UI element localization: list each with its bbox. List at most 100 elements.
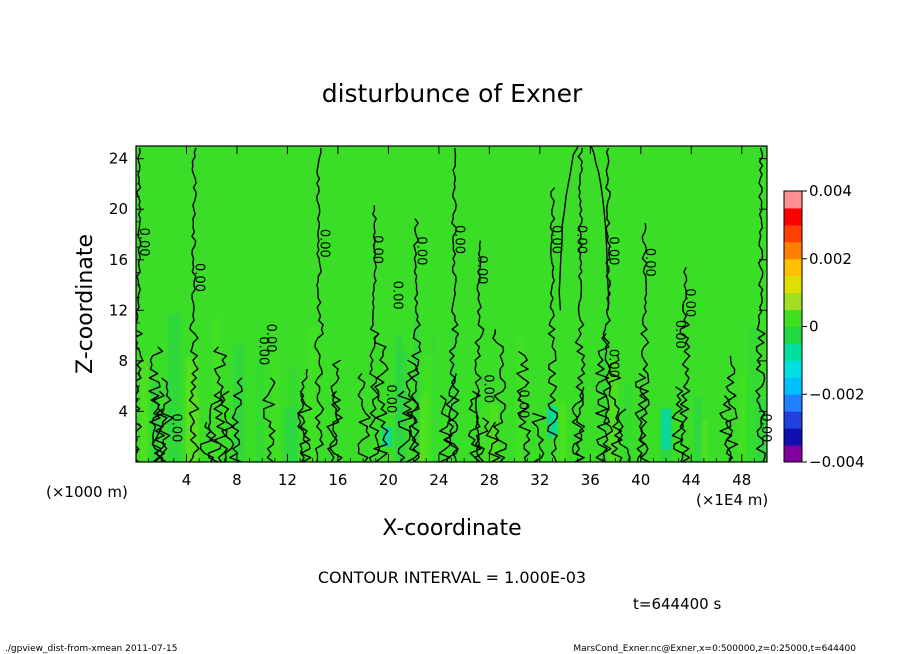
x-tick-label: 48 [732, 471, 751, 489]
contour-label: 0.00 [549, 225, 564, 254]
contour-line [639, 223, 650, 462]
field-patch [431, 333, 438, 462]
contour-label: 0.00 [480, 374, 495, 403]
contour-line [136, 147, 144, 462]
colorbar-swatch [784, 275, 802, 294]
colorbar: 0.004 0.002 0 −0.002 −0.004 [783, 182, 865, 471]
plot-area: 0.000.000.000.000.000.00 0.000.000.000.00… [135, 145, 773, 463]
colorbar-swatch [784, 343, 802, 361]
colorbar-swatch [784, 445, 802, 463]
colorbar-label: 0 [809, 318, 819, 336]
contour-label: 0.00 [605, 236, 620, 265]
contour-label: 0.00 [413, 236, 428, 265]
y-axis-label: Z-coordinate [73, 234, 98, 374]
contour-line [369, 205, 380, 462]
colorbar-swatch [784, 360, 802, 378]
contour-label: 0.00 [682, 288, 697, 317]
contour-line [405, 359, 420, 462]
contour-line [410, 218, 422, 462]
colorbar-swatch [784, 326, 802, 344]
y-tick-label: 24 [109, 150, 128, 168]
contour-line [438, 395, 453, 462]
contour-lines [136, 146, 766, 462]
field-patch-negative [382, 426, 393, 447]
contour-line [213, 346, 228, 462]
field-patch [271, 346, 280, 462]
field-patch [701, 421, 708, 462]
x-tick-label: 24 [429, 471, 448, 489]
field-patch [306, 326, 319, 462]
colorbar-swatch [784, 394, 802, 412]
field-patch [738, 374, 746, 462]
contour-label: 0.00 [136, 228, 151, 257]
contour-line [574, 147, 586, 462]
contour-label: 0.00 [474, 255, 489, 284]
footer-right: MarsCond_Exner.nc@Exner,x=0:500000,z=0:2… [573, 644, 856, 654]
colorbar-label: 0.002 [809, 250, 852, 268]
contour-line [679, 266, 691, 462]
time-text: t=644400 s [633, 595, 721, 613]
field-patch [623, 384, 631, 462]
x-tick-label: 44 [682, 471, 701, 489]
contour-label: 0.00 [256, 336, 271, 365]
x-tick-label: 28 [480, 471, 499, 489]
field-patch [285, 409, 297, 462]
field-patch [396, 350, 407, 462]
contour-label: 0.00 [263, 324, 278, 353]
y-axis-ticks: 4 8 12 16 20 24 [109, 150, 767, 450]
contour-line [329, 359, 343, 462]
contour-line [485, 421, 501, 462]
contour-label: 0.00 [516, 389, 531, 418]
x-tick-label: 20 [379, 471, 398, 489]
contour-labels: 0.000.000.000.000.000.00 0.000.000.000.00… [136, 225, 773, 442]
contour-line [297, 390, 311, 462]
contour-label: 0.00 [758, 413, 773, 442]
y-tick-label: 4 [118, 402, 128, 420]
contour-line [357, 373, 371, 462]
contour-line [148, 346, 164, 462]
y-tick-label: 20 [109, 200, 128, 218]
contour-line [671, 386, 684, 462]
field-patch [255, 361, 264, 462]
contour-line [558, 146, 610, 311]
contour-line [595, 333, 611, 462]
x-tick-label: 32 [530, 471, 549, 489]
contour-label: 0.00 [574, 225, 589, 254]
field-patch [414, 311, 420, 462]
contour-label: 0.00 [389, 281, 404, 310]
x-unit-left: (×1000 m) [46, 483, 128, 501]
colorbar-label: −0.002 [809, 385, 865, 403]
x-axis-label: X-coordinate [382, 516, 521, 541]
field-patch [151, 383, 159, 462]
colorbar-swatch [784, 241, 802, 260]
contour-label: 0.00 [383, 384, 398, 413]
field-patch [601, 315, 608, 462]
contour-line [475, 417, 490, 462]
colorbar-label: −0.004 [809, 453, 865, 471]
x-tick-label: 36 [581, 471, 600, 489]
field-patch [516, 337, 525, 462]
contour-label: 0.00 [191, 263, 206, 292]
field-patch [607, 360, 618, 462]
x-tick-label: 4 [182, 471, 192, 489]
contour-line [547, 187, 558, 462]
x-tick-label: 16 [328, 471, 347, 489]
contour-line [571, 386, 585, 462]
contour-line [474, 240, 485, 462]
contour-label: 0.00 [451, 225, 466, 254]
contour-line [154, 408, 168, 462]
field-patch-negative [660, 408, 672, 450]
x-axis-ticks: 4 8 12 16 20 24 28 32 36 40 44 48 [148, 146, 755, 489]
colorbar-swatch [784, 258, 802, 277]
contour-line [448, 147, 460, 462]
field-patch [481, 406, 489, 462]
contour-line [719, 395, 733, 462]
contour-label: 0.00 [169, 413, 184, 442]
contour-line [229, 377, 243, 462]
y-tick-label: 16 [109, 251, 128, 269]
colorbar-swatch [784, 411, 802, 429]
colorbar-swatch [784, 207, 802, 226]
contour-line [314, 147, 325, 462]
contour-line [207, 391, 223, 462]
